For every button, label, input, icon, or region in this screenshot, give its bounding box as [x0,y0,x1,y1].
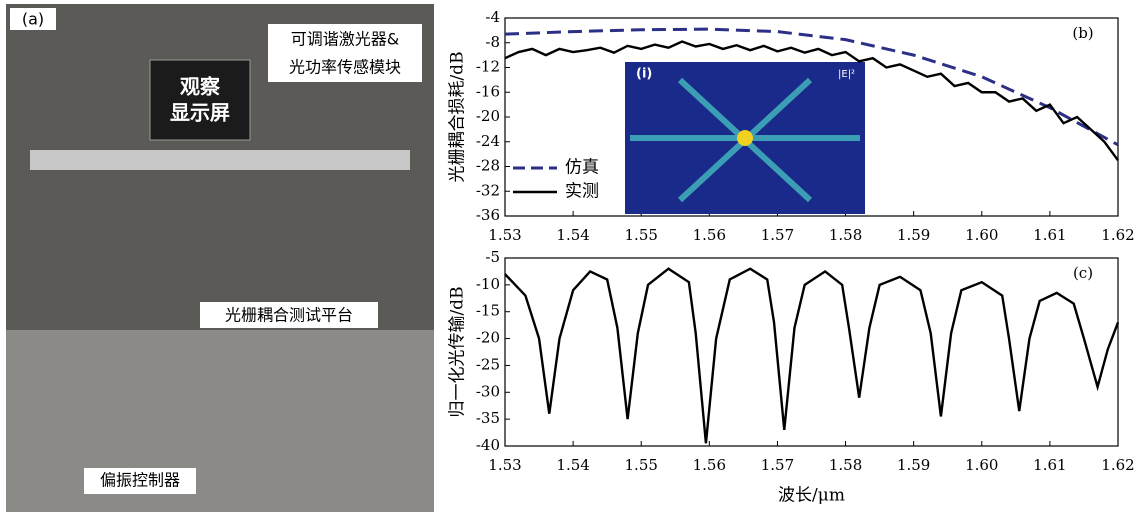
inset-label: |E|² [838,69,855,80]
line-series [504,40,1119,162]
x-tick-label: 1.53 [488,456,521,474]
plot-frame [504,257,1119,447]
x-tick-label: 1.55 [625,456,658,474]
y-tick-label: -35 [476,409,500,427]
x-tick-label: 1.57 [761,456,794,474]
y-axis-label: 光栅耦合损耗/dB [448,51,468,182]
y-tick-label: -40 [476,436,500,454]
x-tick-label: 1.59 [897,456,930,474]
x-tick-label: 1.59 [897,226,930,244]
line-series [504,27,1119,147]
inset-label: (i) [636,67,652,82]
label-box [200,302,378,328]
x-tick-label: 1.55 [625,226,658,244]
line-series [504,267,1120,444]
power-strip [30,150,410,170]
y-tick-label: -5 [485,248,500,266]
x-tick-label: 1.60 [965,226,998,244]
x-tick-label: 1.54 [556,456,589,474]
x-tick-label: 1.61 [1033,456,1066,474]
x-tick-label: 1.56 [693,226,726,244]
label-box [84,468,196,494]
y-tick-label: -28 [476,157,500,175]
y-tick-label: -20 [476,329,500,347]
photo-label: 显示屏 [170,101,230,125]
x-axis-label: 波长/μm [778,486,845,506]
panel-label: (b) [1072,24,1093,42]
y-tick-label: -12 [476,58,500,76]
y-tick-label: -36 [476,206,500,224]
y-tick-label: -4 [485,8,500,26]
photo-label: 偏振控制器 [100,471,180,490]
y-tick-label: -30 [476,382,500,400]
y-tick-label: -24 [476,132,500,150]
x-tick-label: 1.58 [829,226,862,244]
legend-label: 仿真 [565,158,599,178]
x-tick-label: 1.62 [1101,226,1134,244]
y-tick-label: -10 [476,275,500,293]
photo: (a) 可调谐激光器& 光功率传感模块 观察 显示屏 光栅耦合测试平台 偏振控制… [6,4,434,512]
y-tick-label: -32 [476,181,500,199]
inset-field [737,130,753,146]
panel-label: (a) [22,10,44,29]
y-tick-label: -8 [485,33,500,51]
photo-label: 可调谐激光器& [291,30,399,49]
y-tick-label: -15 [476,302,500,320]
photo-label: 观察 [180,75,221,99]
y-tick-label: -25 [476,355,500,373]
label-box [268,24,422,82]
inset: (i) |E|² [625,62,865,214]
label-box [10,8,56,30]
photo-label: 光栅耦合测试平台 [225,306,353,325]
x-tick-label: 1.62 [1101,456,1134,474]
x-tick-label: 1.60 [965,456,998,474]
optical-table [6,330,434,512]
x-tick-label: 1.57 [761,226,794,244]
y-axis-label: 归一化光传输/dB [448,286,468,417]
photo-label: 光功率传感模块 [289,58,401,77]
x-tick-label: 1.53 [488,226,521,244]
panel-label: (c) [1073,264,1093,282]
x-tick-label: 1.56 [693,456,726,474]
x-tick-label: 1.58 [829,456,862,474]
y-tick-label: -20 [476,107,500,125]
x-tick-label: 1.61 [1033,226,1066,244]
y-tick-label: -16 [476,82,500,100]
monitor [149,59,251,141]
x-tick-label: 1.54 [556,226,589,244]
legend-label: 实测 [565,182,599,202]
